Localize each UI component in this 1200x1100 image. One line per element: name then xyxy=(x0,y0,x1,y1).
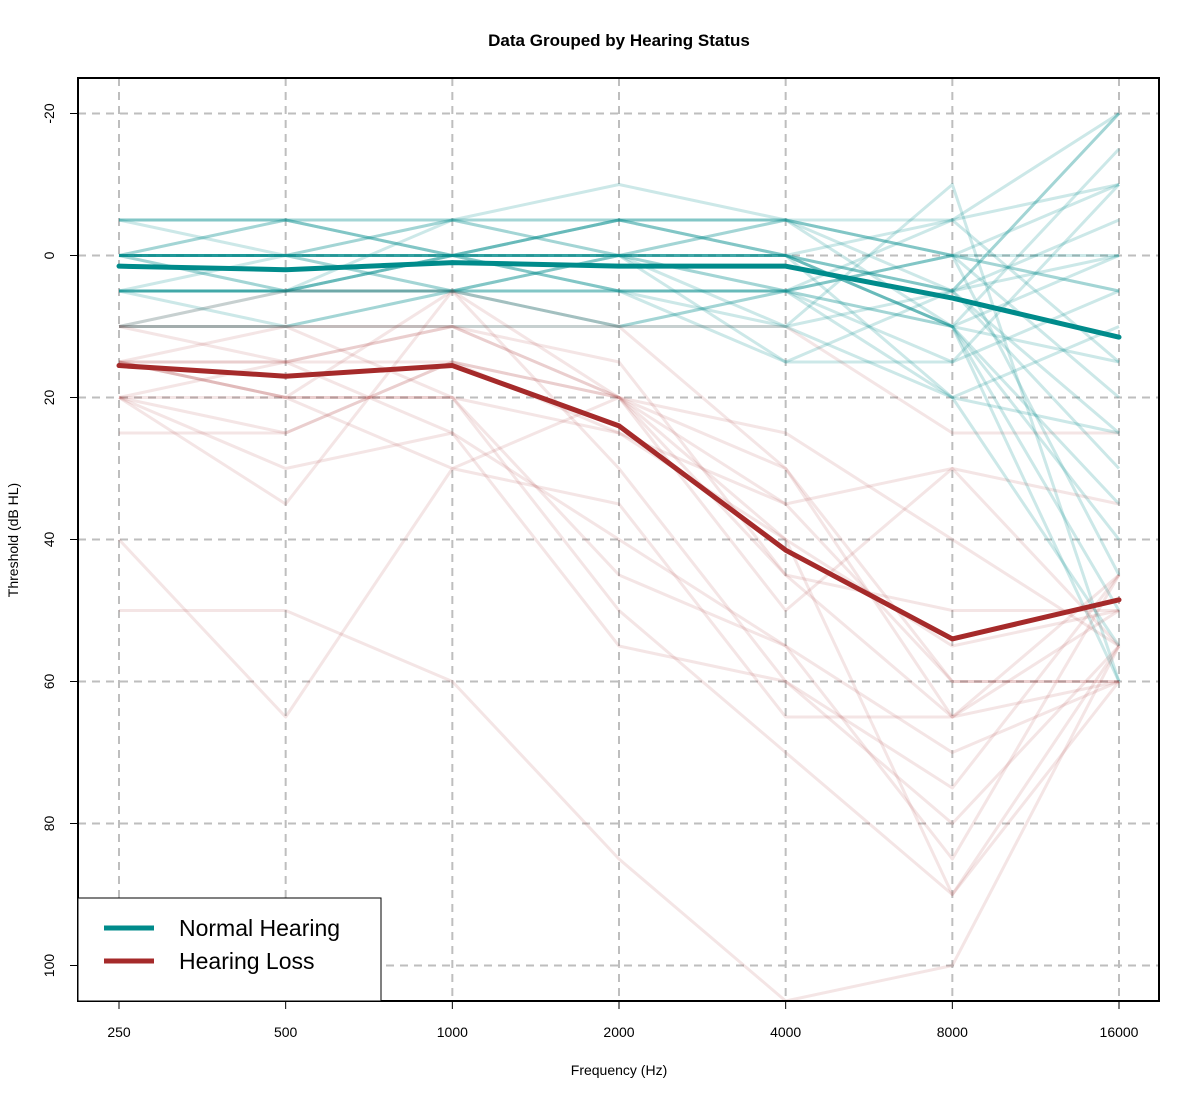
individual-line-loss-44 xyxy=(118,360,1121,825)
individual-line-normal-18 xyxy=(119,183,1121,682)
individual-line-normal-8 xyxy=(119,289,1120,364)
mean-line-normal xyxy=(116,260,1122,340)
individual-line-normal-0 xyxy=(119,112,1121,293)
individual-line-loss-34 xyxy=(118,289,1121,896)
y-tick-label--20: -20 xyxy=(41,103,57,123)
y-axis-label: Threshold (dB HL) xyxy=(5,483,21,597)
individual-line-loss-33 xyxy=(118,396,1120,754)
legend: Normal Hearing Hearing Loss xyxy=(77,897,382,1002)
individual-line-loss-35 xyxy=(118,360,1120,719)
individual-line-normal-7 xyxy=(118,254,1121,470)
individual-line-loss-31 xyxy=(119,325,1120,719)
individual-line-normal-22 xyxy=(119,218,1120,399)
y-tick-label-80: 80 xyxy=(41,816,57,832)
individual-line-normal-16 xyxy=(119,254,1120,435)
individual-line-loss-37 xyxy=(119,396,1121,896)
chart-title: Data Grouped by Hearing Status xyxy=(488,31,750,50)
individual-line-normal-6 xyxy=(118,254,1121,683)
x-tick-label-500: 500 xyxy=(274,1024,298,1040)
individual-line-loss-39 xyxy=(117,396,1120,719)
individual-line-normal-17 xyxy=(118,254,1120,399)
y-axis: 100 80 60 40 20 0 -20 xyxy=(41,103,78,977)
individual-line-normal-2 xyxy=(118,218,1119,257)
x-tick-label-2000: 2000 xyxy=(603,1024,634,1040)
individual-line-loss-42 xyxy=(118,325,1120,506)
individual-line-normal-20 xyxy=(119,218,1120,364)
mean-line-loss xyxy=(116,363,1122,642)
individual-line-normal-19 xyxy=(119,254,1120,328)
x-tick-label-16000: 16000 xyxy=(1100,1024,1139,1040)
individual-lines xyxy=(117,112,1121,1003)
individual-line-normal-9 xyxy=(119,254,1121,506)
individual-line-normal-10 xyxy=(118,183,1120,293)
individual-line-loss-41 xyxy=(118,325,1121,861)
legend-label-hearing-loss: Hearing Loss xyxy=(179,948,315,974)
individual-line-loss-28 xyxy=(119,325,1119,435)
x-axis: 250 500 1000 2000 4000 8000 16000 xyxy=(107,1001,1139,1040)
y-tick-label-20: 20 xyxy=(41,390,57,406)
individual-line-normal-15 xyxy=(119,254,1120,293)
y-tick-label-60: 60 xyxy=(41,674,57,690)
individual-line-normal-26 xyxy=(119,112,1121,293)
x-axis-label: Frequency (Hz) xyxy=(571,1062,667,1078)
x-tick-label-8000: 8000 xyxy=(937,1024,968,1040)
individual-line-normal-21 xyxy=(119,218,1121,612)
individual-line-normal-25 xyxy=(119,218,1120,364)
x-tick-label-1000: 1000 xyxy=(437,1024,468,1040)
individual-line-loss-32 xyxy=(119,360,1121,648)
individual-line-loss-29 xyxy=(118,360,1119,683)
individual-line-loss-40 xyxy=(119,360,1120,648)
individual-line-normal-14 xyxy=(119,112,1120,328)
mean-lines xyxy=(116,260,1122,642)
individual-line-normal-1 xyxy=(119,183,1120,222)
legend-box xyxy=(77,897,382,1002)
grid xyxy=(78,78,1159,1001)
individual-line-normal-13 xyxy=(118,218,1120,364)
x-tick-label-4000: 4000 xyxy=(770,1024,801,1040)
x-tick-label-250: 250 xyxy=(107,1024,131,1040)
individual-line-loss-30 xyxy=(118,360,1120,719)
individual-line-loss-45 xyxy=(119,325,1119,612)
individual-line-normal-27 xyxy=(119,254,1121,576)
individual-line-normal-12 xyxy=(119,218,1120,328)
individual-line-normal-11 xyxy=(118,218,1121,647)
individual-line-normal-23 xyxy=(119,183,1121,364)
legend-label-normal-hearing: Normal Hearing xyxy=(179,915,340,941)
individual-line-loss-43 xyxy=(118,289,1119,683)
y-tick-label-40: 40 xyxy=(41,532,57,548)
individual-line-loss-38 xyxy=(119,609,1121,1003)
individual-line-loss-36 xyxy=(118,289,1121,790)
y-tick-label-0: 0 xyxy=(41,251,57,259)
individual-line-normal-3 xyxy=(119,218,1120,293)
individual-line-normal-24 xyxy=(118,147,1121,328)
individual-line-normal-4 xyxy=(119,218,1120,435)
individual-line-normal-5 xyxy=(119,254,1121,541)
y-tick-label-100: 100 xyxy=(41,954,57,978)
